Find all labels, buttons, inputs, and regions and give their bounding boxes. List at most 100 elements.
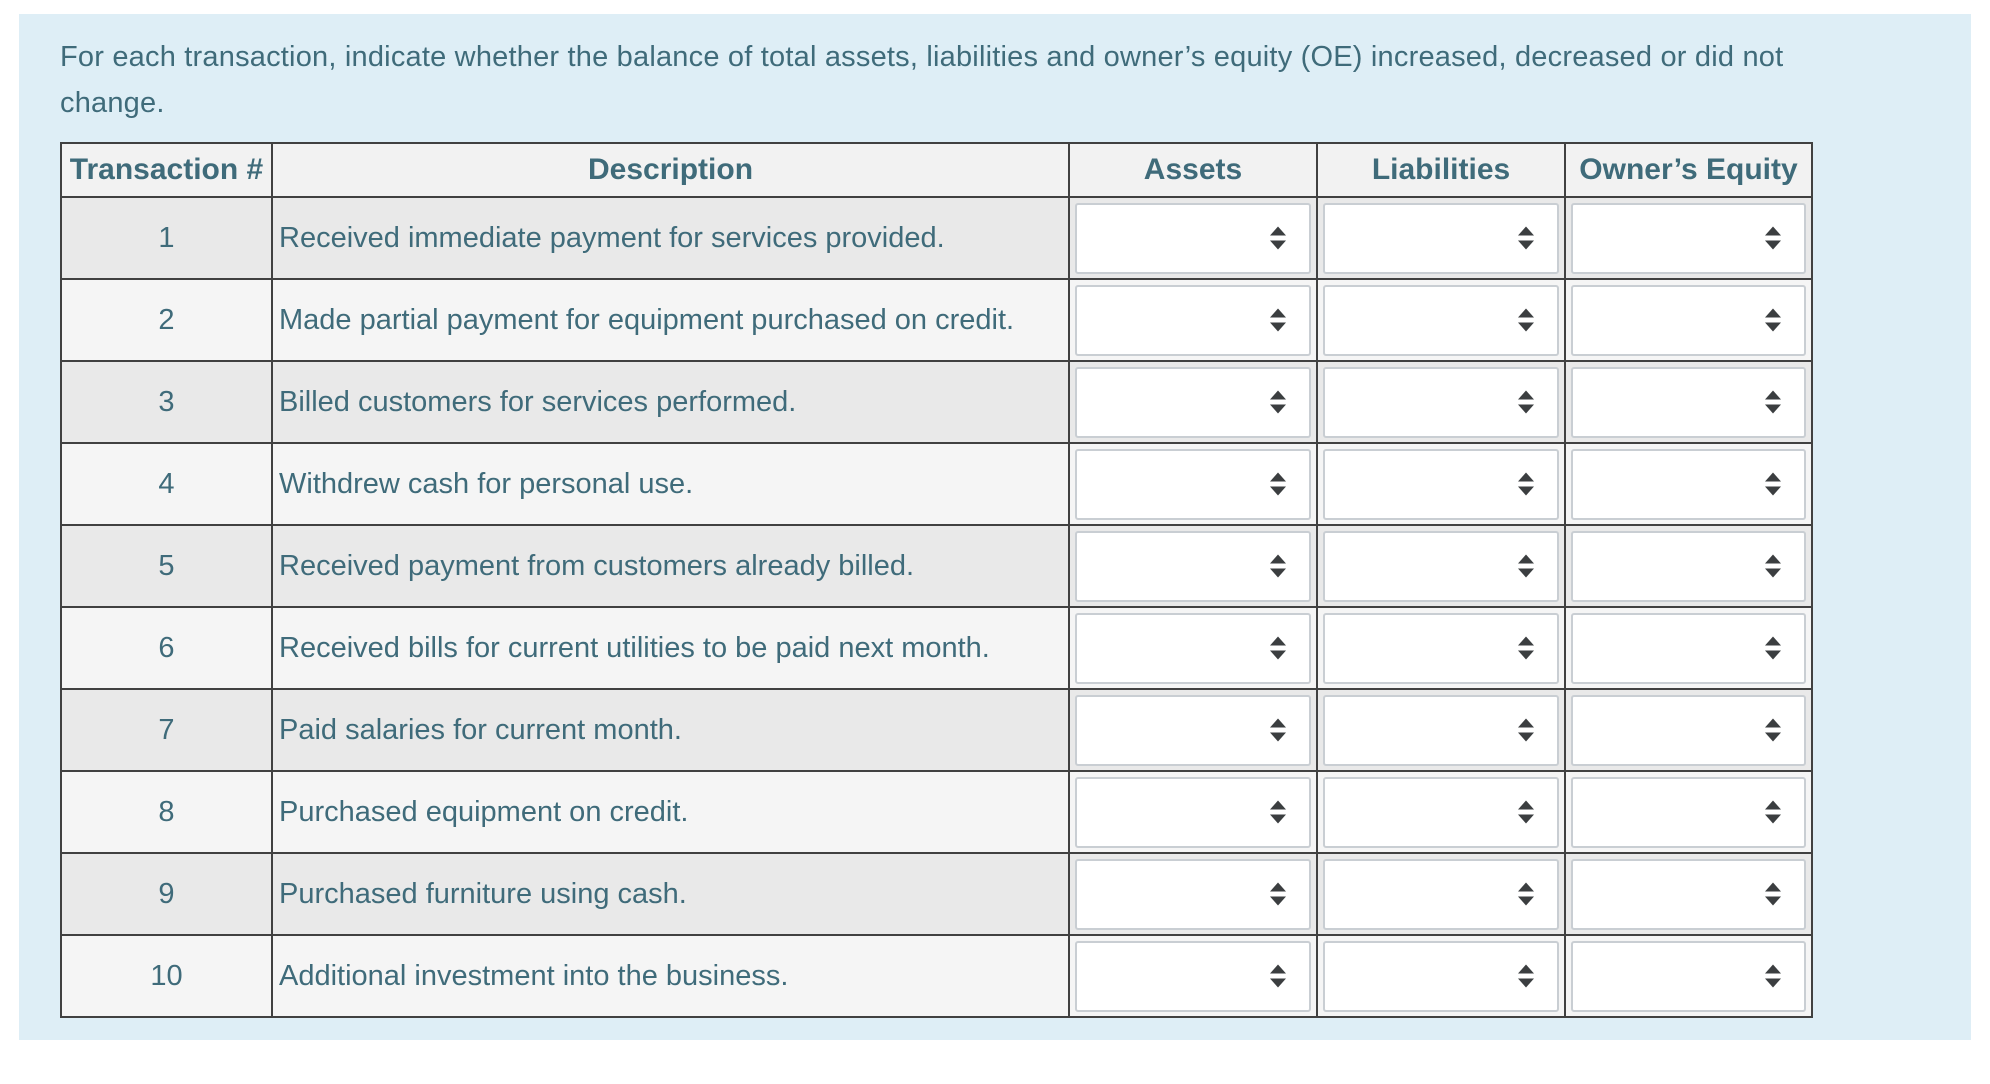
liabilities-cell [1316,524,1566,608]
owners-equity-cell [1564,688,1813,772]
table-row: 10 Additional investment into the busine… [60,934,1813,1018]
transaction-description: Made partial payment for equipment purch… [271,278,1070,362]
liabilities-cell [1316,278,1566,362]
instruction-line-1: For each transaction, indicate whether t… [60,41,1784,73]
liabilities-cell [1316,934,1566,1018]
liabilities-cell [1316,196,1566,280]
owners-equity-select[interactable] [1571,940,1806,1012]
table-row: 9 Purchased furniture using cash. [60,852,1813,936]
transaction-description: Paid salaries for current month. [271,688,1070,772]
owners-equity-select-wrap [1571,530,1806,602]
owners-equity-select-wrap [1571,694,1806,766]
transaction-number: 2 [60,278,273,362]
assets-cell [1068,770,1318,854]
owners-equity-select-wrap [1571,284,1806,356]
assets-select[interactable] [1075,202,1311,274]
owners-equity-select[interactable] [1571,366,1806,438]
transaction-number: 10 [60,934,273,1018]
assets-select-wrap [1075,202,1311,274]
table-row: 4 Withdrew cash for personal use. [60,442,1813,526]
owners-equity-select-wrap [1571,940,1806,1012]
liabilities-select-wrap [1323,366,1559,438]
transaction-description: Received immediate payment for services … [271,196,1070,280]
assets-select-wrap [1075,858,1311,930]
assets-select[interactable] [1075,940,1311,1012]
assets-cell [1068,196,1318,280]
header-transaction-number: Transaction # [60,142,273,198]
header-liabilities: Liabilities [1316,142,1566,198]
assets-select[interactable] [1075,530,1311,602]
assets-select-wrap [1075,694,1311,766]
liabilities-select-wrap [1323,858,1559,930]
assets-select[interactable] [1075,448,1311,520]
assets-select[interactable] [1075,776,1311,848]
owners-equity-select[interactable] [1571,612,1806,684]
liabilities-select[interactable] [1323,448,1559,520]
transaction-description: Billed customers for services performed. [271,360,1070,444]
liabilities-select-wrap [1323,202,1559,274]
transaction-number: 3 [60,360,273,444]
table-row: 1 Received immediate payment for service… [60,196,1813,280]
owners-equity-cell [1564,360,1813,444]
liabilities-select[interactable] [1323,202,1559,274]
liabilities-select-wrap [1323,694,1559,766]
owners-equity-select[interactable] [1571,694,1806,766]
liabilities-select-wrap [1323,530,1559,602]
instruction-text: For each transaction, indicate whether t… [60,34,1930,126]
header-assets: Assets [1068,142,1318,198]
owners-equity-select-wrap [1571,612,1806,684]
assets-cell [1068,606,1318,690]
assets-cell [1068,360,1318,444]
transaction-number: 5 [60,524,273,608]
liabilities-cell [1316,606,1566,690]
liabilities-select-wrap [1323,284,1559,356]
owners-equity-select[interactable] [1571,530,1806,602]
assets-select-wrap [1075,776,1311,848]
table-row: 3 Billed customers for services performe… [60,360,1813,444]
assets-cell [1068,688,1318,772]
owners-equity-cell [1564,524,1813,608]
liabilities-select[interactable] [1323,858,1559,930]
transaction-number: 9 [60,852,273,936]
owners-equity-select[interactable] [1571,448,1806,520]
owners-equity-select[interactable] [1571,202,1806,274]
owners-equity-select-wrap [1571,858,1806,930]
transaction-description: Purchased furniture using cash. [271,852,1070,936]
assets-select-wrap [1075,530,1311,602]
transaction-number: 7 [60,688,273,772]
owners-equity-select[interactable] [1571,284,1806,356]
liabilities-cell [1316,688,1566,772]
owners-equity-cell [1564,770,1813,854]
liabilities-select[interactable] [1323,940,1559,1012]
liabilities-cell [1316,360,1566,444]
assets-select-wrap [1075,612,1311,684]
assets-select[interactable] [1075,694,1311,766]
liabilities-select-wrap [1323,612,1559,684]
assets-select[interactable] [1075,284,1311,356]
transaction-description: Withdrew cash for personal use. [271,442,1070,526]
liabilities-select[interactable] [1323,694,1559,766]
transaction-description: Received bills for current utilities to … [271,606,1070,690]
liabilities-select[interactable] [1323,776,1559,848]
owners-equity-select[interactable] [1571,776,1806,848]
liabilities-select-wrap [1323,448,1559,520]
liabilities-select[interactable] [1323,612,1559,684]
header-owners-equity: Owner’s Equity [1564,142,1813,198]
liabilities-select[interactable] [1323,284,1559,356]
owners-equity-select[interactable] [1571,858,1806,930]
liabilities-select[interactable] [1323,530,1559,602]
assets-select[interactable] [1075,858,1311,930]
liabilities-select-wrap [1323,776,1559,848]
liabilities-select[interactable] [1323,366,1559,438]
owners-equity-cell [1564,606,1813,690]
assets-cell [1068,442,1318,526]
assets-select[interactable] [1075,612,1311,684]
header-row: Transaction # Description Assets Liabili… [60,142,1813,198]
assets-cell [1068,852,1318,936]
owners-equity-cell [1564,934,1813,1018]
liabilities-cell [1316,770,1566,854]
assets-select[interactable] [1075,366,1311,438]
owners-equity-select-wrap [1571,366,1806,438]
liabilities-cell [1316,442,1566,526]
